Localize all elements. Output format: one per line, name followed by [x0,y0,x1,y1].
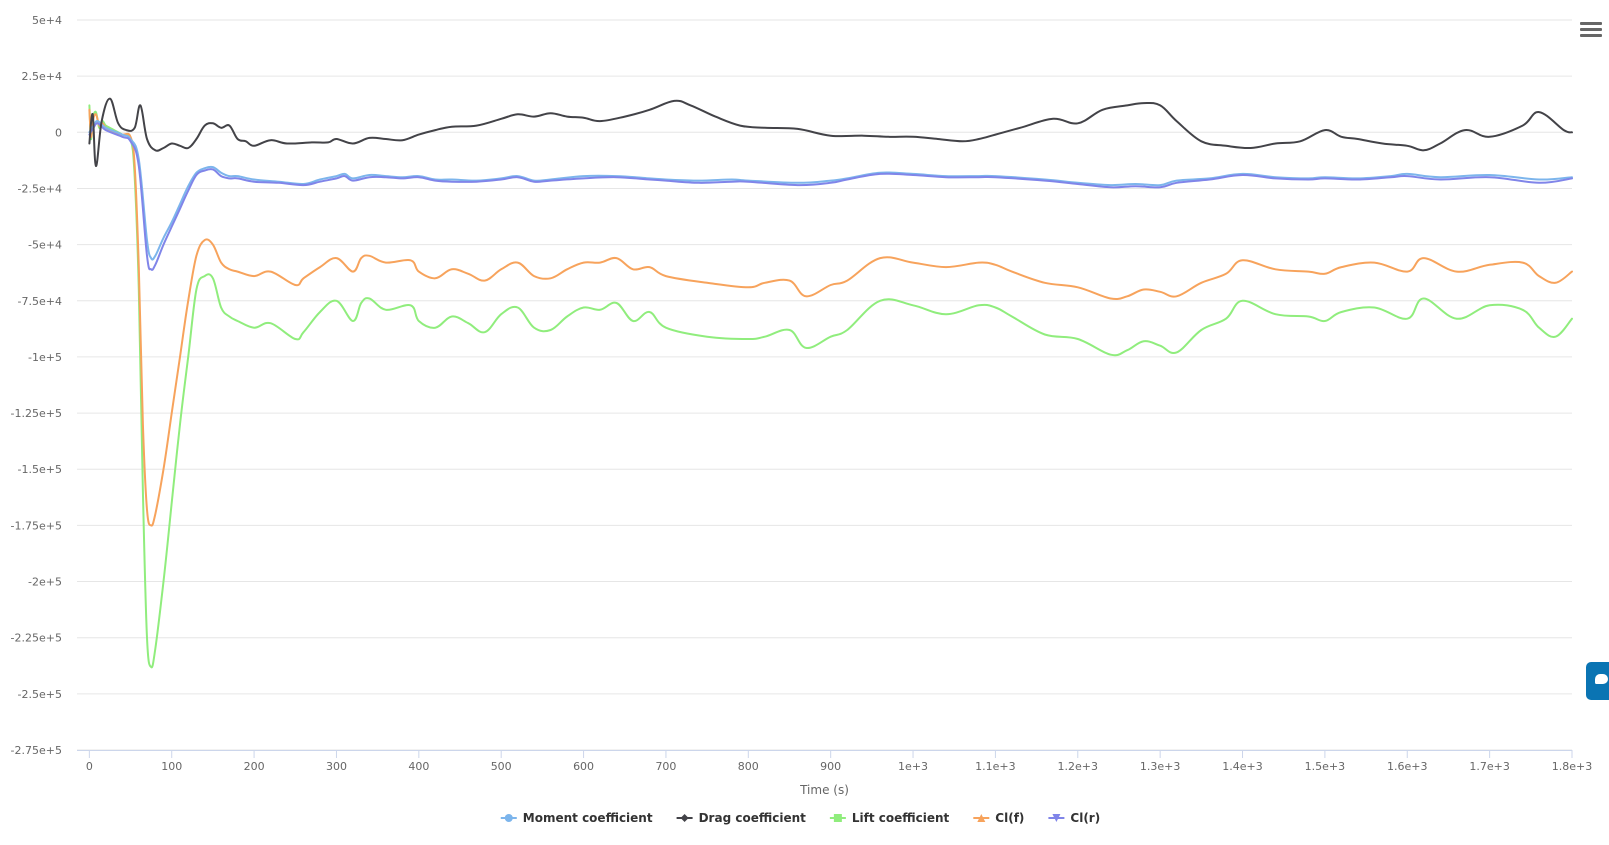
legend-item[interactable]: Cl(f) [973,811,1024,825]
series-lines [88,97,1573,669]
legend-label: Cl(f) [995,811,1024,825]
chat-widget-button[interactable] [1586,662,1609,700]
x-axis: 0 100 200 300 400 500 600 700 800 900 1e+3 1.1e+3 1.… [77,750,1592,773]
legend-label: Cl(r) [1070,811,1100,825]
x-tick-label: 1.2e+3 [1058,760,1098,773]
series-line-drag-coefficient[interactable] [88,97,1573,168]
x-tick-label: 900 [820,760,841,773]
series-line-cl-r[interactable] [88,122,1573,271]
x-tick-label: 800 [738,760,759,773]
legend-label: Lift coefficient [852,811,950,825]
x-tick-label: 1.8e+3 [1552,760,1592,773]
x-tick-label: 1e+3 [898,760,928,773]
x-tick-label: 100 [161,760,182,773]
legend-marker [504,814,513,822]
y-tick-label: -2.75e+5 [11,744,62,757]
grid-lines [77,19,1572,751]
y-tick-label: -2e+5 [28,576,62,589]
legend-marker [833,814,842,822]
x-tick-label: 200 [244,760,265,773]
legend-item[interactable]: Lift coefficient [829,811,950,825]
x-tick-label: 0 [86,760,93,773]
y-tick-label: -7.5e+4 [18,295,62,308]
legend-item[interactable]: Moment coefficient [500,811,653,825]
y-axis: 5e+4 2.5e+4 0 -2.5e+4 -5e+4 -7.5e+4 -1e+5 -1.25… [11,14,62,757]
x-tick-label: 1.7e+3 [1469,760,1509,773]
y-tick-label: 5e+4 [32,14,62,27]
chat-bubble-icon [1595,674,1608,684]
chart-menu-button[interactable] [1580,22,1602,42]
legend-item[interactable]: Cl(r) [1048,811,1100,825]
legend-item[interactable]: Drag coefficient [676,811,807,825]
x-tick-label: 1.6e+3 [1387,760,1427,773]
x-tick-label: 300 [326,760,347,773]
y-tick-label: -1.75e+5 [11,519,62,532]
y-tick-label: -2.5e+4 [18,182,62,195]
y-tick-label: -5e+4 [28,239,62,252]
y-tick-label: -1e+5 [28,351,62,364]
x-axis-title: Time (s) [799,783,849,797]
x-tick-label: 1.3e+3 [1140,760,1180,773]
legend[interactable]: Moment coefficient Drag coefficient Lift c… [500,811,1100,825]
legend-marker [977,814,986,822]
y-tick-label: -2.25e+5 [11,632,62,645]
y-tick-label: 2.5e+4 [22,70,62,83]
x-tick-label: 1.4e+3 [1222,760,1262,773]
y-tick-label: -1.5e+5 [18,463,62,476]
x-tick-label: 500 [491,760,512,773]
x-tick-label: 700 [655,760,676,773]
menu-icon [1580,22,1602,25]
legend-label: Drag coefficient [699,811,807,825]
legend-marker [1052,814,1061,822]
x-tick-label: 400 [408,760,429,773]
legend-marker [680,814,689,822]
y-tick-label: 0 [55,126,62,139]
series-line-lift-coefficient[interactable] [88,104,1573,669]
x-tick-label: 1.5e+3 [1305,760,1345,773]
y-tick-label: -1.25e+5 [11,407,62,420]
y-tick-label: -2.5e+5 [18,688,62,701]
x-tick-label: 1.1e+3 [975,760,1015,773]
x-tick-label: 600 [573,760,594,773]
legend-label: Moment coefficient [523,811,653,825]
series-line-moment-coefficient[interactable] [88,120,1573,261]
series-line-cl-f[interactable] [88,108,1573,527]
